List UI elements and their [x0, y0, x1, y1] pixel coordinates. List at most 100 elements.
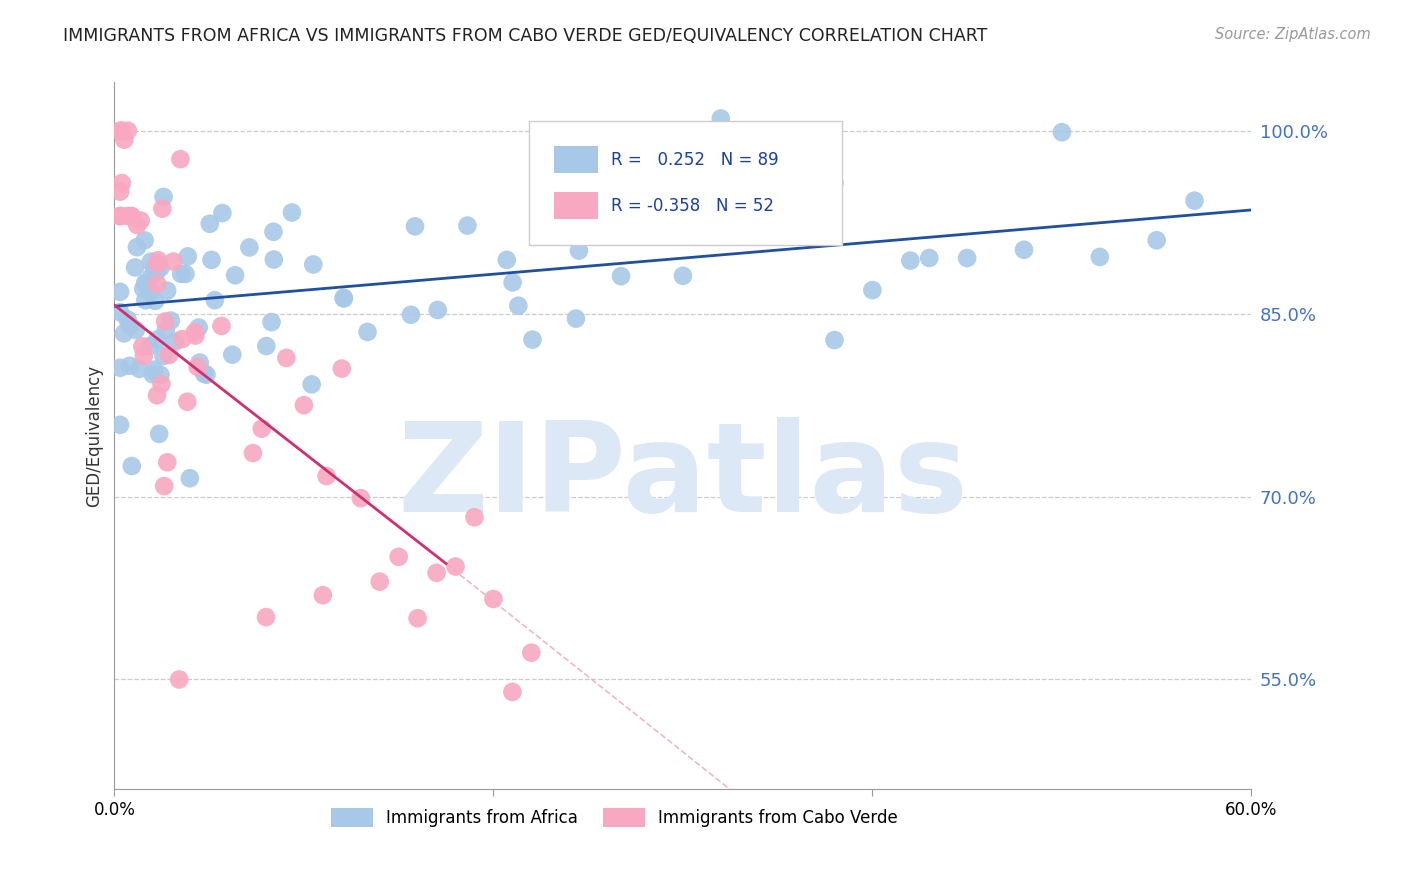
- Point: [332, 291, 354, 305]
- Point: [117, 124, 139, 138]
- Point: [356, 325, 378, 339]
- Point: [292, 398, 315, 412]
- Point: [150, 202, 173, 216]
- Point: [368, 574, 391, 589]
- Point: [1088, 250, 1111, 264]
- Point: [242, 446, 264, 460]
- Point: [142, 368, 165, 382]
- Point: [124, 260, 146, 275]
- Point: [134, 293, 156, 308]
- Point: [157, 348, 180, 362]
- Point: [276, 351, 298, 365]
- Point: [1146, 233, 1168, 247]
- Point: [388, 549, 411, 564]
- Point: [263, 225, 285, 239]
- Point: [162, 254, 184, 268]
- Point: [250, 422, 273, 436]
- Point: [118, 359, 141, 373]
- Point: [860, 283, 883, 297]
- Point: [187, 320, 209, 334]
- Point: [176, 394, 198, 409]
- Point: [143, 362, 166, 376]
- Point: [149, 260, 172, 275]
- Point: [170, 267, 193, 281]
- Point: [120, 318, 142, 333]
- FancyBboxPatch shape: [530, 120, 842, 244]
- Point: [1012, 243, 1035, 257]
- Point: [132, 349, 155, 363]
- Point: [502, 276, 524, 290]
- Text: Source: ZipAtlas.com: Source: ZipAtlas.com: [1215, 27, 1371, 42]
- Point: [108, 209, 131, 223]
- Point: [143, 261, 166, 276]
- Point: [139, 254, 162, 268]
- Point: [117, 312, 139, 326]
- Legend: Immigrants from Africa, Immigrants from Cabo Verde: Immigrants from Africa, Immigrants from …: [325, 801, 904, 834]
- Point: [404, 219, 426, 234]
- Point: [508, 299, 530, 313]
- FancyBboxPatch shape: [554, 193, 598, 219]
- Text: ZIPatlas: ZIPatlas: [398, 417, 969, 539]
- Point: [112, 326, 135, 341]
- Point: [456, 219, 478, 233]
- Point: [184, 325, 207, 339]
- Point: [263, 252, 285, 267]
- Point: [619, 171, 641, 186]
- Point: [139, 339, 162, 353]
- Point: [111, 124, 134, 138]
- Point: [117, 209, 139, 223]
- Point: [148, 426, 170, 441]
- Point: [330, 361, 353, 376]
- Point: [111, 176, 134, 190]
- Point: [152, 349, 174, 363]
- Point: [254, 610, 277, 624]
- Point: [169, 152, 191, 166]
- FancyBboxPatch shape: [554, 146, 598, 173]
- Point: [221, 348, 243, 362]
- Point: [153, 479, 176, 493]
- Point: [1184, 194, 1206, 208]
- Point: [127, 218, 149, 232]
- Point: [406, 611, 429, 625]
- Point: [145, 265, 167, 279]
- Point: [565, 311, 588, 326]
- Point: [112, 133, 135, 147]
- Point: [131, 339, 153, 353]
- Point: [520, 646, 543, 660]
- Point: [125, 323, 148, 337]
- Point: [174, 267, 197, 281]
- Point: [238, 240, 260, 254]
- Point: [260, 315, 283, 329]
- Point: [824, 333, 846, 347]
- Point: [125, 240, 148, 254]
- Point: [108, 285, 131, 299]
- Point: [333, 292, 356, 306]
- Point: [614, 151, 637, 165]
- Point: [301, 377, 323, 392]
- Point: [146, 333, 169, 347]
- Point: [224, 268, 246, 283]
- Point: [134, 233, 156, 247]
- Point: [135, 277, 157, 292]
- Point: [121, 209, 143, 223]
- Point: [501, 685, 523, 699]
- Point: [108, 185, 131, 199]
- Point: [172, 332, 194, 346]
- Point: [399, 308, 422, 322]
- Point: [495, 252, 517, 267]
- Point: [156, 455, 179, 469]
- Point: [108, 360, 131, 375]
- Point: [146, 388, 169, 402]
- Point: [141, 269, 163, 284]
- Point: [159, 313, 181, 327]
- Point: [350, 491, 373, 505]
- Point: [918, 251, 941, 265]
- Point: [281, 205, 304, 219]
- Point: [128, 362, 150, 376]
- Point: [108, 209, 131, 223]
- Point: [426, 302, 449, 317]
- Point: [211, 318, 233, 333]
- Point: [146, 256, 169, 270]
- Point: [184, 328, 207, 343]
- Point: [193, 367, 215, 381]
